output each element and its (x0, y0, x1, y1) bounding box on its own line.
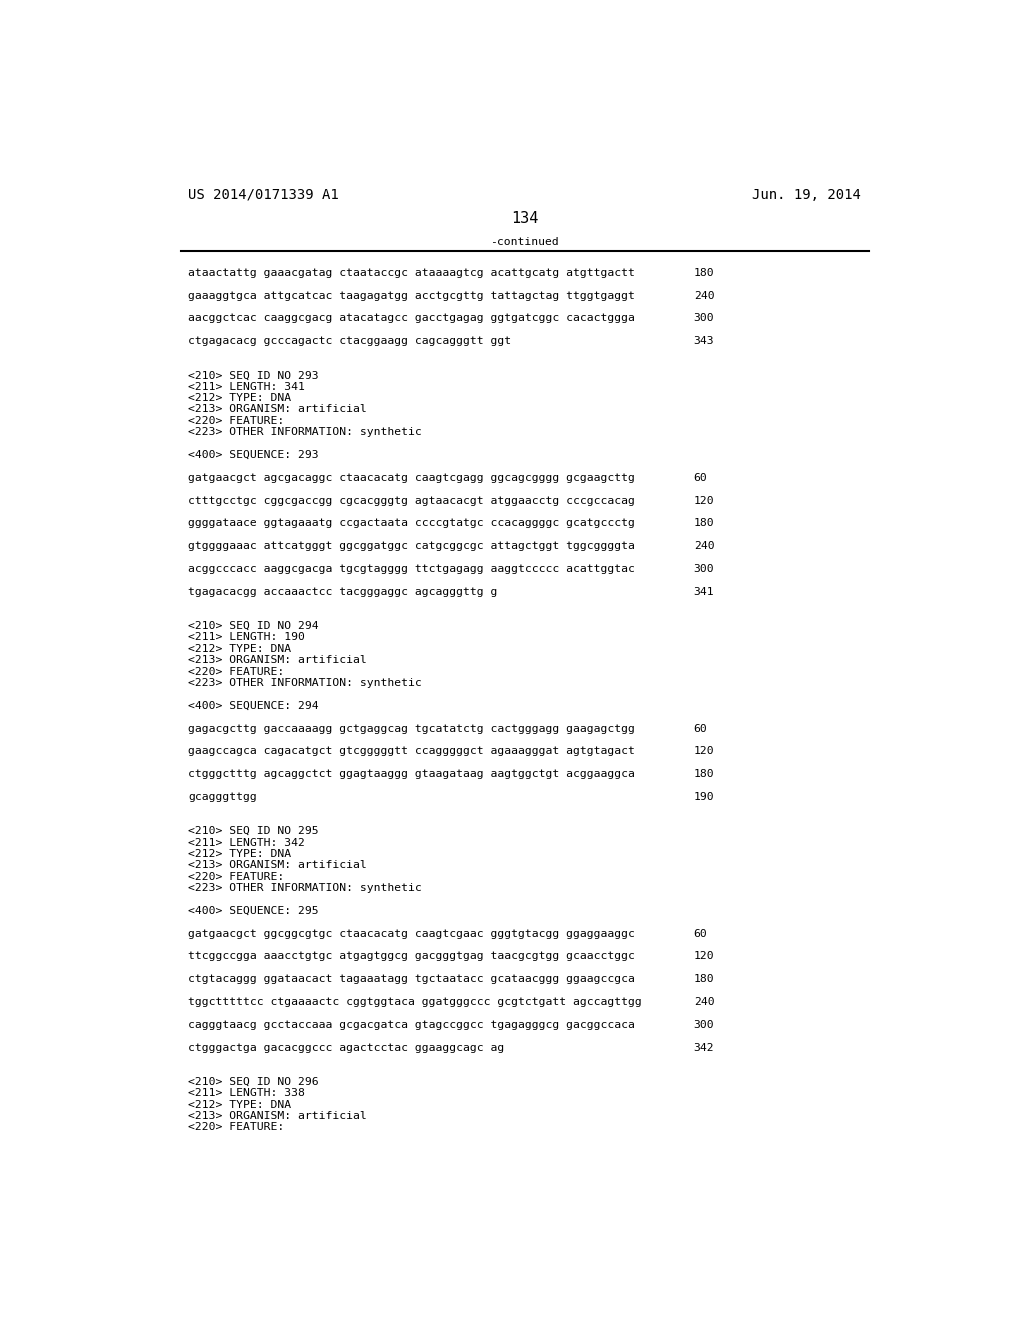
Text: 343: 343 (693, 337, 715, 346)
Text: 180: 180 (693, 519, 715, 528)
Text: <220> FEATURE:: <220> FEATURE: (188, 667, 285, 677)
Text: 240: 240 (693, 997, 715, 1007)
Text: gatgaacgct ggcggcgtgc ctaacacatg caagtcgaac gggtgtacgg ggaggaaggc: gatgaacgct ggcggcgtgc ctaacacatg caagtcg… (188, 929, 635, 939)
Text: <210> SEQ ID NO 294: <210> SEQ ID NO 294 (188, 620, 319, 631)
Text: 120: 120 (693, 952, 715, 961)
Text: 120: 120 (693, 746, 715, 756)
Text: gaagccagca cagacatgct gtcgggggtt ccagggggct agaaagggat agtgtagact: gaagccagca cagacatgct gtcgggggtt ccagggg… (188, 746, 635, 756)
Text: 180: 180 (693, 770, 715, 779)
Text: gaaaggtgca attgcatcac taagagatgg acctgcgttg tattagctag ttggtgaggt: gaaaggtgca attgcatcac taagagatgg acctgcg… (188, 290, 635, 301)
Text: <211> LENGTH: 341: <211> LENGTH: 341 (188, 381, 305, 392)
Text: 60: 60 (693, 929, 708, 939)
Text: <213> ORGANISM: artificial: <213> ORGANISM: artificial (188, 655, 368, 665)
Text: ctgtacaggg ggataacact tagaaatagg tgctaatacc gcataacggg ggaagccgca: ctgtacaggg ggataacact tagaaatagg tgctaat… (188, 974, 635, 985)
Text: <213> ORGANISM: artificial: <213> ORGANISM: artificial (188, 404, 368, 414)
Text: <212> TYPE: DNA: <212> TYPE: DNA (188, 1100, 292, 1110)
Text: <211> LENGTH: 190: <211> LENGTH: 190 (188, 632, 305, 643)
Text: <223> OTHER INFORMATION: synthetic: <223> OTHER INFORMATION: synthetic (188, 678, 422, 688)
Text: -continued: -continued (490, 238, 559, 247)
Text: aacggctcac caaggcgacg atacatagcc gacctgagag ggtgatcggc cacactggga: aacggctcac caaggcgacg atacatagcc gacctga… (188, 313, 635, 323)
Text: 60: 60 (693, 473, 708, 483)
Text: gagacgcttg gaccaaaagg gctgaggcag tgcatatctg cactgggagg gaagagctgg: gagacgcttg gaccaaaagg gctgaggcag tgcatat… (188, 723, 635, 734)
Text: 300: 300 (693, 564, 715, 574)
Text: <220> FEATURE:: <220> FEATURE: (188, 1122, 285, 1133)
Text: <212> TYPE: DNA: <212> TYPE: DNA (188, 849, 292, 859)
Text: 120: 120 (693, 495, 715, 506)
Text: 341: 341 (693, 587, 715, 597)
Text: <400> SEQUENCE: 294: <400> SEQUENCE: 294 (188, 701, 319, 710)
Text: 300: 300 (693, 1020, 715, 1030)
Text: <212> TYPE: DNA: <212> TYPE: DNA (188, 644, 292, 653)
Text: <211> LENGTH: 342: <211> LENGTH: 342 (188, 837, 305, 847)
Text: 180: 180 (693, 268, 715, 277)
Text: tggctttttcc ctgaaaactc cggtggtaca ggatgggccc gcgtctgatt agccagttgg: tggctttttcc ctgaaaactc cggtggtaca ggatgg… (188, 997, 642, 1007)
Text: gatgaacgct agcgacaggc ctaacacatg caagtcgagg ggcagcgggg gcgaagcttg: gatgaacgct agcgacaggc ctaacacatg caagtcg… (188, 473, 635, 483)
Text: 134: 134 (511, 211, 539, 226)
Text: ctttgcctgc cggcgaccgg cgcacgggtg agtaacacgt atggaacctg cccgccacag: ctttgcctgc cggcgaccgg cgcacgggtg agtaaca… (188, 495, 635, 506)
Text: 342: 342 (693, 1043, 715, 1052)
Text: ggggataace ggtagaaatg ccgactaata ccccgtatgc ccacaggggc gcatgccctg: ggggataace ggtagaaatg ccgactaata ccccgta… (188, 519, 635, 528)
Text: <210> SEQ ID NO 296: <210> SEQ ID NO 296 (188, 1077, 319, 1086)
Text: 180: 180 (693, 974, 715, 985)
Text: US 2014/0171339 A1: US 2014/0171339 A1 (188, 187, 339, 202)
Text: 240: 240 (693, 290, 715, 301)
Text: <223> OTHER INFORMATION: synthetic: <223> OTHER INFORMATION: synthetic (188, 883, 422, 894)
Text: <211> LENGTH: 338: <211> LENGTH: 338 (188, 1088, 305, 1098)
Text: ctgagacacg gcccagactc ctacggaagg cagcagggtt ggt: ctgagacacg gcccagactc ctacggaagg cagcagg… (188, 337, 512, 346)
Text: <220> FEATURE:: <220> FEATURE: (188, 416, 285, 426)
Text: <213> ORGANISM: artificial: <213> ORGANISM: artificial (188, 1111, 368, 1121)
Text: <210> SEQ ID NO 295: <210> SEQ ID NO 295 (188, 826, 319, 836)
Text: <400> SEQUENCE: 293: <400> SEQUENCE: 293 (188, 450, 319, 461)
Text: 300: 300 (693, 313, 715, 323)
Text: <400> SEQUENCE: 295: <400> SEQUENCE: 295 (188, 906, 319, 916)
Text: <212> TYPE: DNA: <212> TYPE: DNA (188, 393, 292, 403)
Text: 240: 240 (693, 541, 715, 552)
Text: <213> ORGANISM: artificial: <213> ORGANISM: artificial (188, 861, 368, 870)
Text: 60: 60 (693, 723, 708, 734)
Text: tgagacacgg accaaactcc tacgggaggc agcagggttg g: tgagacacgg accaaactcc tacgggaggc agcaggg… (188, 587, 498, 597)
Text: 190: 190 (693, 792, 715, 803)
Text: ctgggactga gacacggccc agactcctac ggaaggcagc ag: ctgggactga gacacggccc agactcctac ggaaggc… (188, 1043, 505, 1052)
Text: <210> SEQ ID NO 293: <210> SEQ ID NO 293 (188, 371, 319, 380)
Text: acggcccacc aaggcgacga tgcgtagggg ttctgagagg aaggtccccc acattggtac: acggcccacc aaggcgacga tgcgtagggg ttctgag… (188, 564, 635, 574)
Text: gtggggaaac attcatgggt ggcggatggc catgcggcgc attagctggt tggcggggta: gtggggaaac attcatgggt ggcggatggc catgcgg… (188, 541, 635, 552)
Text: ttcggccgga aaacctgtgc atgagtggcg gacgggtgag taacgcgtgg gcaacctggc: ttcggccgga aaacctgtgc atgagtggcg gacgggt… (188, 952, 635, 961)
Text: ctgggctttg agcaggctct ggagtaaggg gtaagataag aagtggctgt acggaaggca: ctgggctttg agcaggctct ggagtaaggg gtaagat… (188, 770, 635, 779)
Text: ataactattg gaaacgatag ctaataccgc ataaaagtcg acattgcatg atgttgactt: ataactattg gaaacgatag ctaataccgc ataaaag… (188, 268, 635, 277)
Text: gcagggttgg: gcagggttgg (188, 792, 257, 803)
Text: Jun. 19, 2014: Jun. 19, 2014 (753, 187, 861, 202)
Text: cagggtaacg gcctaccaaa gcgacgatca gtagccggcc tgagagggcg gacggccaca: cagggtaacg gcctaccaaa gcgacgatca gtagccg… (188, 1020, 635, 1030)
Text: <220> FEATURE:: <220> FEATURE: (188, 871, 285, 882)
Text: <223> OTHER INFORMATION: synthetic: <223> OTHER INFORMATION: synthetic (188, 428, 422, 437)
